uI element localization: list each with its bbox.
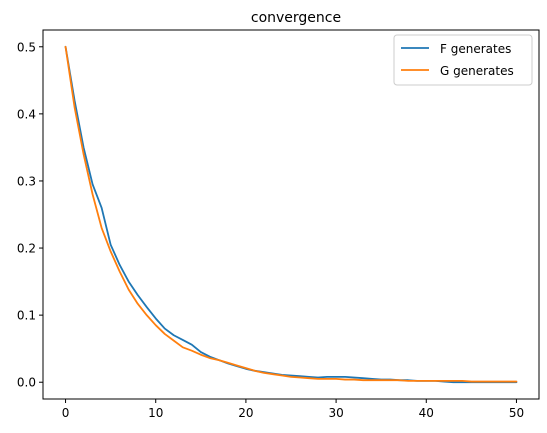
axes-frame [42,29,540,400]
x-tick-label-40: 40 [419,406,434,420]
y-tick-label-0.1: 0.1 [17,309,36,323]
y-tick-label-0.4: 0.4 [17,107,36,121]
chart-title: convergence [251,10,341,26]
x-tick-label-30: 30 [328,406,343,420]
legend-label-f: F generates [440,42,511,56]
series-line-g-generates [64,45,518,383]
y-tick-label-0.3: 0.3 [17,174,36,188]
x-tick-label-10: 10 [148,406,163,420]
legend-label-g: G generates [440,64,514,78]
legend: F generates G generates [393,34,533,86]
x-tick-label-0: 0 [62,406,70,420]
plot-area: 0 10 20 30 40 50 0.0 0.1 0.2 0.3 0.4 0.5 [17,40,524,420]
x-tick-label-50: 50 [509,406,524,420]
y-tick-label-0.2: 0.2 [17,242,36,256]
x-tick-label-20: 20 [238,406,253,420]
y-tick-label-0.0: 0.0 [17,376,36,390]
y-tick-label-0.5: 0.5 [17,40,36,54]
